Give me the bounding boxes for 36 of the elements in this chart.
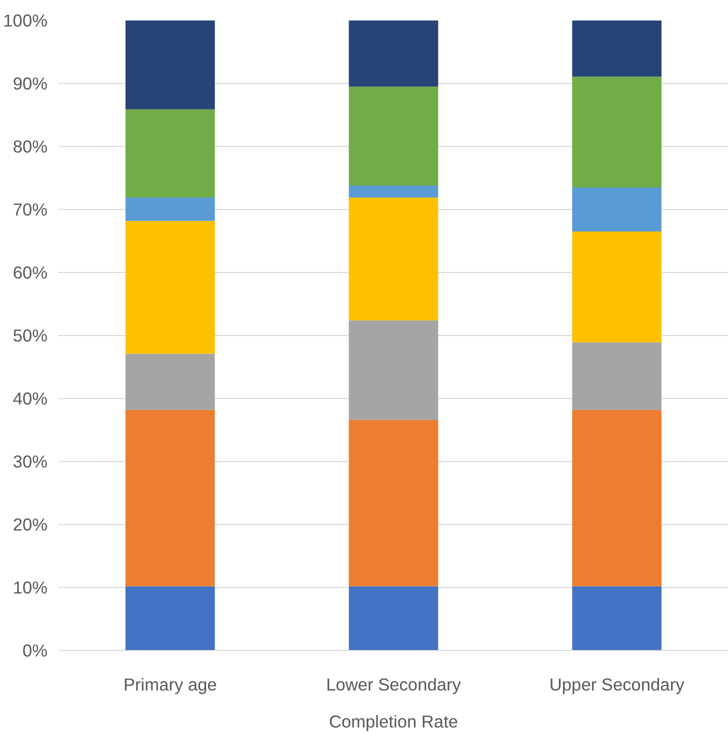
y-tick-label: 90% <box>12 74 48 94</box>
bar <box>126 354 215 410</box>
y-tick-label: 20% <box>12 514 48 534</box>
bar <box>572 76 662 188</box>
y-tick-label: 10% <box>12 578 48 598</box>
bar <box>348 586 438 650</box>
x-axis-title: Completion Rate <box>328 712 458 732</box>
bar <box>572 187 662 232</box>
bar <box>572 232 662 342</box>
bar <box>126 109 215 198</box>
bar <box>348 320 438 420</box>
x-tick-label: Lower Secondary <box>326 674 462 694</box>
y-tick-label: 0% <box>22 640 48 660</box>
bar <box>126 198 215 221</box>
bar <box>348 186 438 198</box>
bar <box>572 342 662 410</box>
bar <box>126 586 215 650</box>
bar <box>348 420 438 586</box>
bar <box>572 586 662 650</box>
y-tick-label: 30% <box>12 452 48 472</box>
bar <box>572 410 662 586</box>
y-tick-label: 100% <box>3 10 48 30</box>
x-tick-label: Primary age <box>123 674 217 694</box>
y-tick-label: 70% <box>12 200 48 220</box>
y-tick-label: 60% <box>12 262 48 282</box>
y-tick-label: 40% <box>12 388 48 408</box>
y-tick-label: 50% <box>12 326 48 346</box>
y-tick-label: 80% <box>12 136 48 156</box>
bar <box>126 20 215 110</box>
bar <box>348 198 438 320</box>
bar <box>348 20 438 87</box>
bar <box>572 20 662 77</box>
bar <box>126 220 215 354</box>
bar <box>348 86 438 186</box>
x-tick-label: Upper Secondary <box>549 674 685 694</box>
bar <box>126 410 215 586</box>
